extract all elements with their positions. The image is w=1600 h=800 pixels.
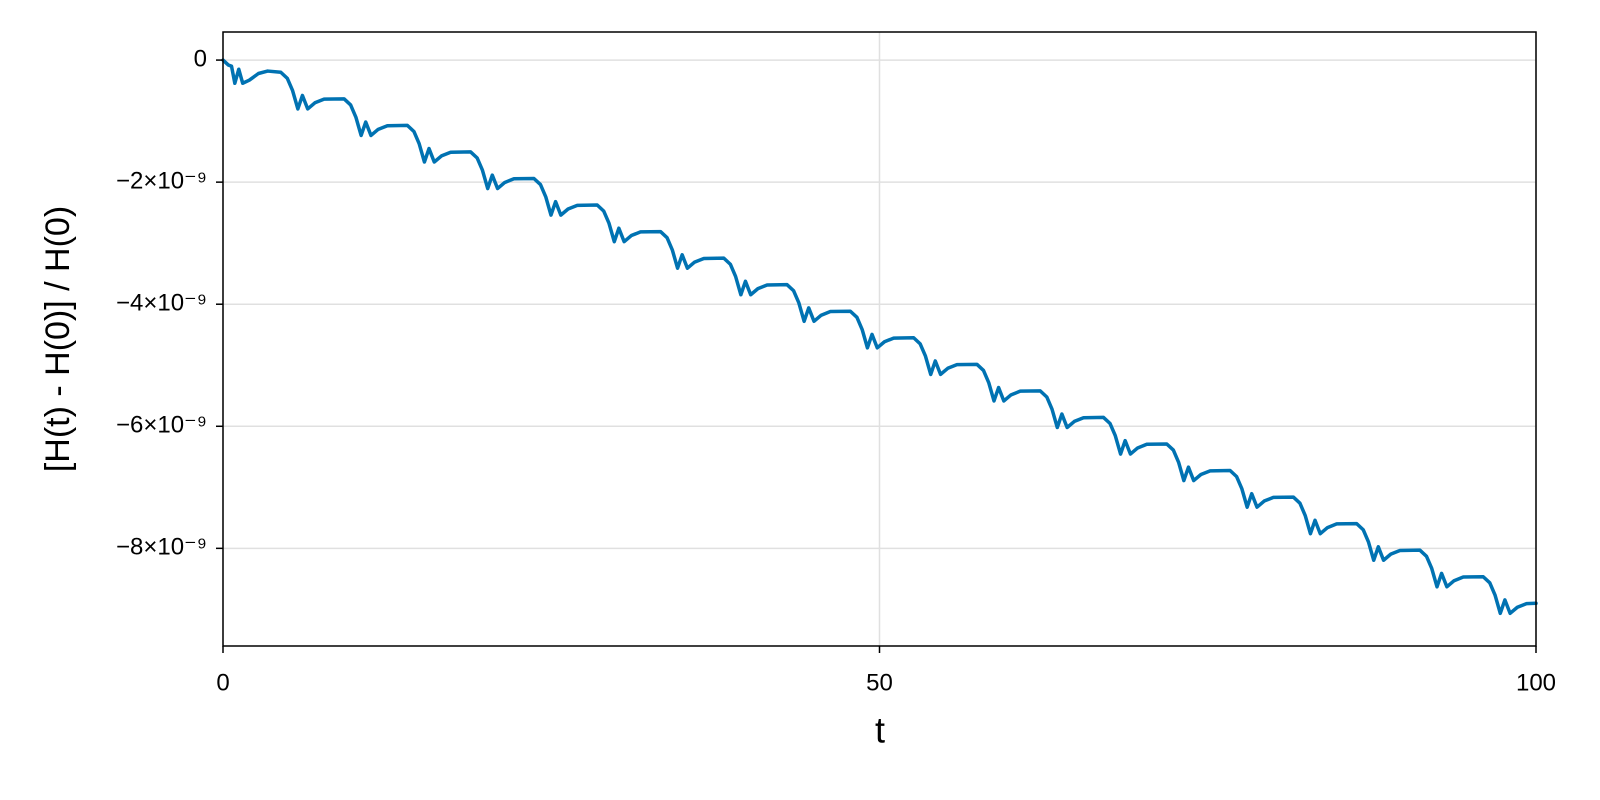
- data-line: [221, 58, 1538, 616]
- y-tick-label: 0: [194, 45, 207, 72]
- x-tick-label: 50: [866, 669, 893, 696]
- y-tick-label: −2×10⁻⁹: [116, 167, 207, 194]
- y-tick-label: −6×10⁻⁹: [116, 412, 207, 439]
- x-tick-label: 100: [1516, 669, 1556, 696]
- y-tick-label: −4×10⁻⁹: [116, 290, 207, 317]
- y-tick-label: −8×10⁻⁹: [116, 534, 207, 561]
- y-axis-label: [H(t) - H(0)] / H(0): [39, 206, 77, 472]
- x-tick-label: 0: [216, 669, 229, 696]
- plot-area: [221, 58, 1538, 616]
- x-axis-label: t: [875, 710, 885, 751]
